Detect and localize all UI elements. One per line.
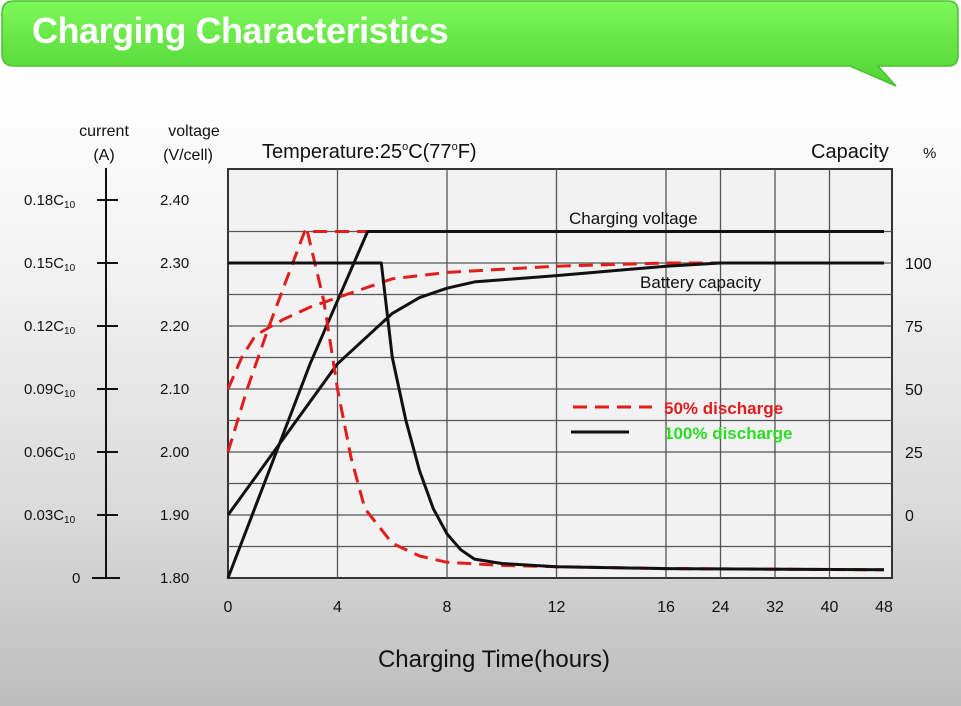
voltage-tick-label: 1.90 bbox=[160, 507, 189, 524]
voltage-tick-label: 2.20 bbox=[160, 318, 189, 335]
x-tick-label: 0 bbox=[224, 599, 233, 616]
x-axis-label: Charging Time(hours) bbox=[378, 646, 610, 673]
voltage-tick-label: 1.80 bbox=[160, 570, 189, 587]
voltage-tick-label: 2.10 bbox=[160, 381, 189, 398]
current-tick-label: 0 bbox=[72, 570, 80, 587]
current-tick-label: 0.06C10 bbox=[24, 444, 76, 463]
current-tick-label: 0.09C10 bbox=[24, 381, 76, 400]
chart-title: Temperature:25oC(77oF) bbox=[262, 141, 477, 163]
annotation-battery-capacity: Battery capacity bbox=[640, 273, 761, 292]
page-title: Charging Characteristics bbox=[32, 10, 449, 51]
plot-area bbox=[227, 168, 893, 579]
voltage-axis-label: voltage bbox=[168, 123, 220, 140]
voltage-tick-label: 2.30 bbox=[160, 255, 189, 272]
legend-label-100: 100% discharge bbox=[664, 424, 793, 443]
capacity-tick-label: 25 bbox=[905, 445, 923, 462]
x-tick-label: 16 bbox=[657, 599, 675, 616]
x-tick-label: 24 bbox=[712, 599, 730, 616]
series-line bbox=[228, 261, 885, 572]
current-tick-label: 0.03C10 bbox=[24, 507, 76, 526]
x-tick-label: 40 bbox=[821, 599, 839, 616]
series-line bbox=[226, 230, 884, 579]
capacity-tick-label: 50 bbox=[905, 382, 923, 399]
series-line bbox=[226, 261, 884, 516]
annotation-charging-voltage: Charging voltage bbox=[569, 209, 698, 228]
capacity-axis-label: Capacity bbox=[811, 141, 889, 163]
voltage-tick-label: 2.40 bbox=[160, 192, 189, 209]
current-axis-label: current bbox=[79, 123, 129, 140]
x-tick-label: 8 bbox=[443, 599, 452, 616]
x-tick-label: 12 bbox=[548, 599, 566, 616]
legend-label-50: 50% discharge bbox=[664, 399, 783, 418]
voltage-tick-label: 2.00 bbox=[160, 444, 189, 461]
x-tick-label: 48 bbox=[875, 599, 893, 616]
title-banner bbox=[1, 0, 959, 87]
voltage-axis-unit: (V/cell) bbox=[163, 147, 213, 164]
current-axis-unit: (A) bbox=[93, 147, 114, 164]
capacity-tick-label: 0 bbox=[905, 508, 914, 525]
capacity-tick-label: 75 bbox=[905, 319, 923, 336]
capacity-tick-label: 100 bbox=[905, 256, 932, 273]
x-tick-label: 32 bbox=[766, 599, 784, 616]
current-tick-label: 0.18C10 bbox=[24, 192, 76, 211]
series-line bbox=[226, 261, 884, 390]
x-tick-label: 4 bbox=[333, 599, 342, 616]
capacity-axis-unit: % bbox=[923, 145, 936, 162]
current-tick-label: 0.12C10 bbox=[24, 318, 76, 337]
current-tick-label: 0.15C10 bbox=[24, 255, 76, 274]
